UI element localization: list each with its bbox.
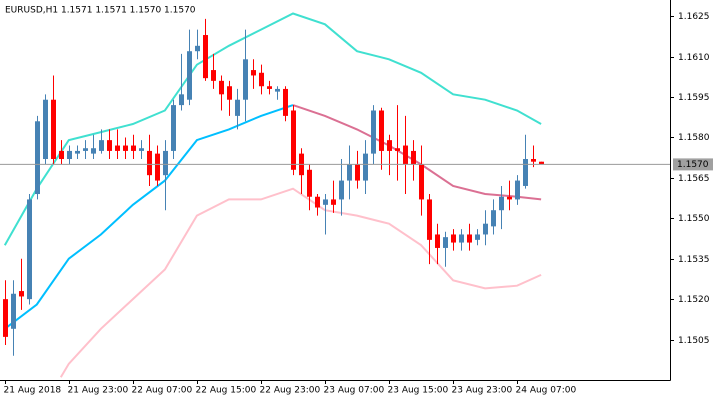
candle-body — [307, 169, 312, 197]
candle-body — [315, 196, 320, 208]
candle-body — [259, 72, 264, 87]
candle-body — [419, 164, 424, 200]
candle-body — [235, 99, 240, 116]
candle-body — [523, 159, 528, 186]
y-tick-label: 1.1610 — [678, 53, 710, 63]
candle-body — [539, 161, 544, 165]
candle-body — [323, 199, 328, 205]
y-tick-label: 1.1520 — [678, 295, 710, 305]
candle-body — [507, 196, 512, 200]
y-tick-label: 1.1595 — [678, 93, 710, 103]
candle-body — [91, 148, 96, 154]
candle-body — [195, 45, 200, 52]
candle-body — [427, 199, 432, 240]
candle-body — [155, 153, 160, 181]
candle-body — [395, 148, 400, 151]
candle-body — [35, 121, 40, 195]
candle-body — [363, 153, 368, 181]
y-tick-label: 1.1505 — [678, 336, 710, 346]
candle-body — [147, 150, 152, 176]
price-label: 1.1570 — [677, 160, 709, 170]
candle-body — [331, 199, 336, 205]
candle-body — [171, 105, 176, 151]
indicator-line — [59, 187, 542, 378]
candle-body — [387, 140, 392, 151]
candle-body — [371, 110, 376, 154]
candle-body — [347, 164, 352, 181]
x-tick-label: 23 Aug 07:00 — [324, 386, 385, 396]
candle-body — [339, 180, 344, 200]
candle-body — [51, 99, 56, 160]
candle-body — [131, 145, 136, 151]
x-tick-label: 23 Aug 15:00 — [388, 386, 449, 396]
candle-body — [355, 164, 360, 181]
y-tick-label: 1.1535 — [678, 255, 710, 265]
x-tick-label: 21 Aug 2018 — [4, 386, 62, 396]
x-tick-label: 22 Aug 15:00 — [196, 386, 257, 396]
candle-body — [251, 70, 256, 76]
candle-body — [435, 234, 440, 248]
candle-body — [27, 199, 32, 300]
candle-body — [475, 234, 480, 240]
y-tick-label: 1.1580 — [678, 133, 710, 143]
candle-body — [531, 159, 536, 162]
candle-body — [451, 234, 456, 243]
indicator-line — [3, 12, 542, 246]
x-tick-label: 24 Aug 07:00 — [516, 386, 577, 396]
x-tick-label: 22 Aug 07:00 — [132, 386, 193, 396]
candle-body — [59, 150, 64, 160]
chart-title: EURUSD,H1 1.1571 1.1571 1.1570 1.1570 — [5, 6, 196, 16]
candle-body — [83, 148, 88, 151]
candle-body — [163, 150, 168, 176]
candle-body — [11, 293, 16, 329]
candle-body — [107, 140, 112, 151]
candle-body — [283, 88, 288, 116]
candle-body — [115, 145, 120, 151]
candle-body — [43, 99, 48, 160]
candle-body — [403, 145, 408, 165]
candle-body — [187, 51, 192, 100]
candle-body — [99, 140, 104, 151]
candle-body — [515, 180, 520, 200]
candle-body — [499, 196, 504, 211]
y-tick-label: 1.1550 — [678, 214, 710, 224]
candle-body — [67, 150, 72, 160]
candle-body — [211, 70, 216, 81]
candle-body — [443, 237, 448, 248]
candle-body — [123, 145, 128, 151]
indicator-line — [4, 104, 294, 330]
candle-body — [139, 148, 144, 151]
x-tick-label: 22 Aug 23:00 — [260, 386, 321, 396]
candle-body — [291, 110, 296, 170]
x-tick-label: 23 Aug 23:00 — [452, 386, 513, 396]
candle-body — [219, 80, 224, 95]
candle-body — [203, 35, 208, 79]
y-tick-label: 1.1625 — [678, 12, 710, 22]
candle-body — [411, 150, 416, 165]
candle-body — [19, 291, 24, 297]
y-tick-label: 1.1565 — [678, 174, 710, 184]
candle-body — [459, 234, 464, 243]
candle-body — [243, 59, 248, 100]
candle-body — [491, 210, 496, 227]
candle-body — [267, 86, 272, 89]
candle-body — [227, 86, 232, 100]
candle-body — [467, 234, 472, 243]
candle-body — [483, 223, 488, 235]
x-tick-label: 21 Aug 23:00 — [68, 386, 129, 396]
price-label-box — [673, 158, 713, 171]
candle-body — [275, 88, 280, 92]
candle-body — [179, 94, 184, 106]
candle-body — [75, 150, 80, 154]
candle-body — [3, 299, 8, 337]
candle-body — [379, 110, 384, 151]
